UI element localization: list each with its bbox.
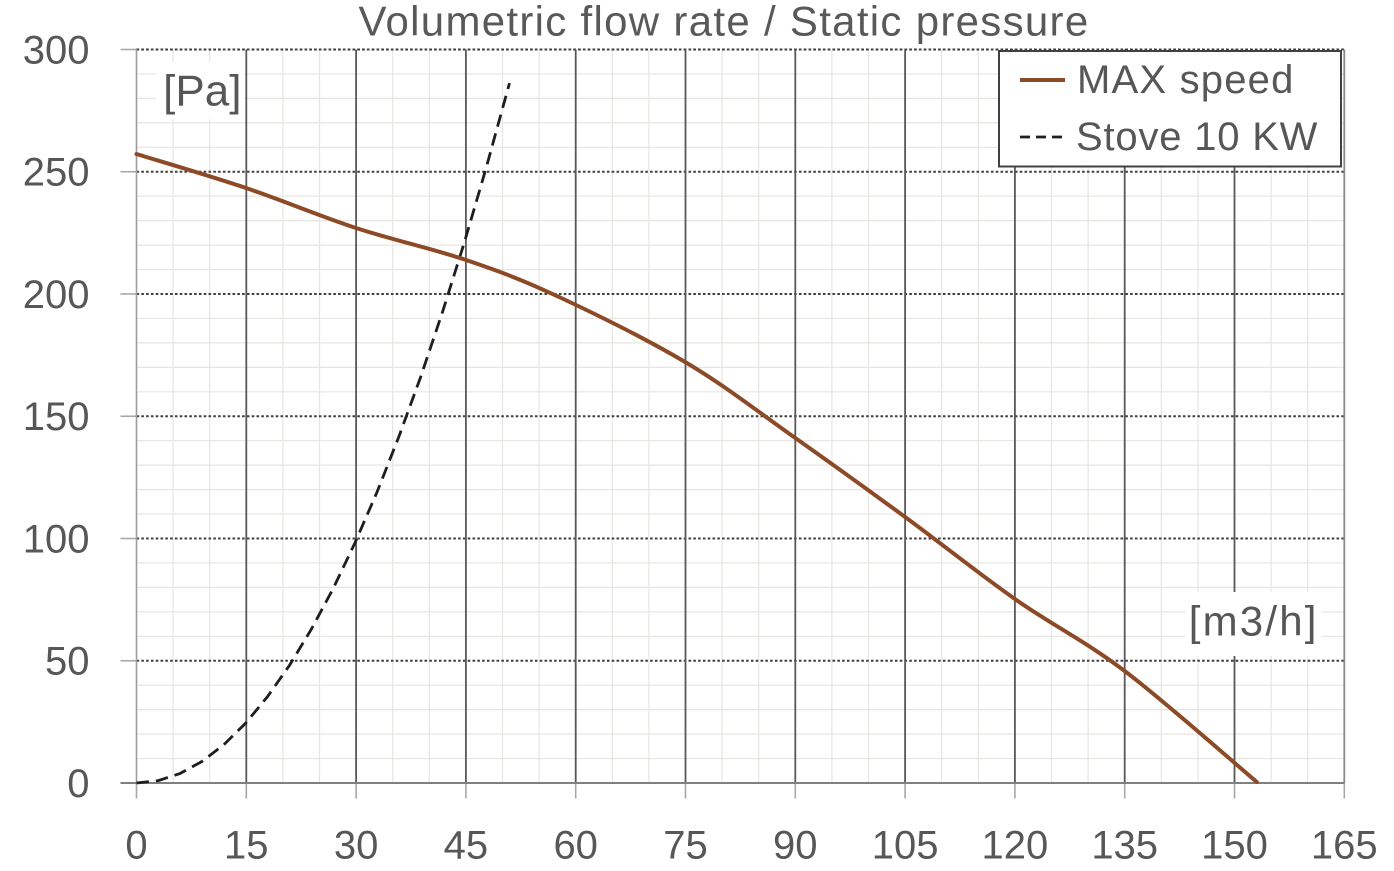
svg-text:150: 150 — [1201, 823, 1268, 867]
svg-text:300: 300 — [23, 28, 90, 72]
svg-text:Stove 10 KW: Stove 10 KW — [1076, 115, 1318, 159]
svg-text:50: 50 — [45, 640, 90, 684]
svg-text:90: 90 — [773, 823, 818, 867]
svg-text:105: 105 — [872, 823, 939, 867]
svg-text:0: 0 — [67, 762, 89, 806]
svg-text:120: 120 — [982, 823, 1049, 867]
svg-text:200: 200 — [23, 273, 90, 317]
svg-text:75: 75 — [663, 823, 708, 867]
svg-text:100: 100 — [23, 517, 90, 561]
svg-text:MAX speed: MAX speed — [1077, 58, 1295, 102]
svg-text:15: 15 — [224, 823, 269, 867]
svg-text:150: 150 — [23, 395, 90, 439]
svg-text:Volumetric flow rate / Static: Volumetric flow rate / Static pressure — [359, 0, 1090, 45]
svg-text:[Pa]: [Pa] — [163, 67, 241, 116]
svg-text:60: 60 — [553, 823, 598, 867]
svg-text:165: 165 — [1311, 823, 1378, 867]
svg-text:135: 135 — [1091, 823, 1158, 867]
svg-text:0: 0 — [125, 823, 147, 867]
svg-text:250: 250 — [23, 151, 90, 195]
svg-text:30: 30 — [334, 823, 379, 867]
svg-text:[m3/h]: [m3/h] — [1189, 598, 1319, 645]
svg-text:45: 45 — [444, 823, 489, 867]
